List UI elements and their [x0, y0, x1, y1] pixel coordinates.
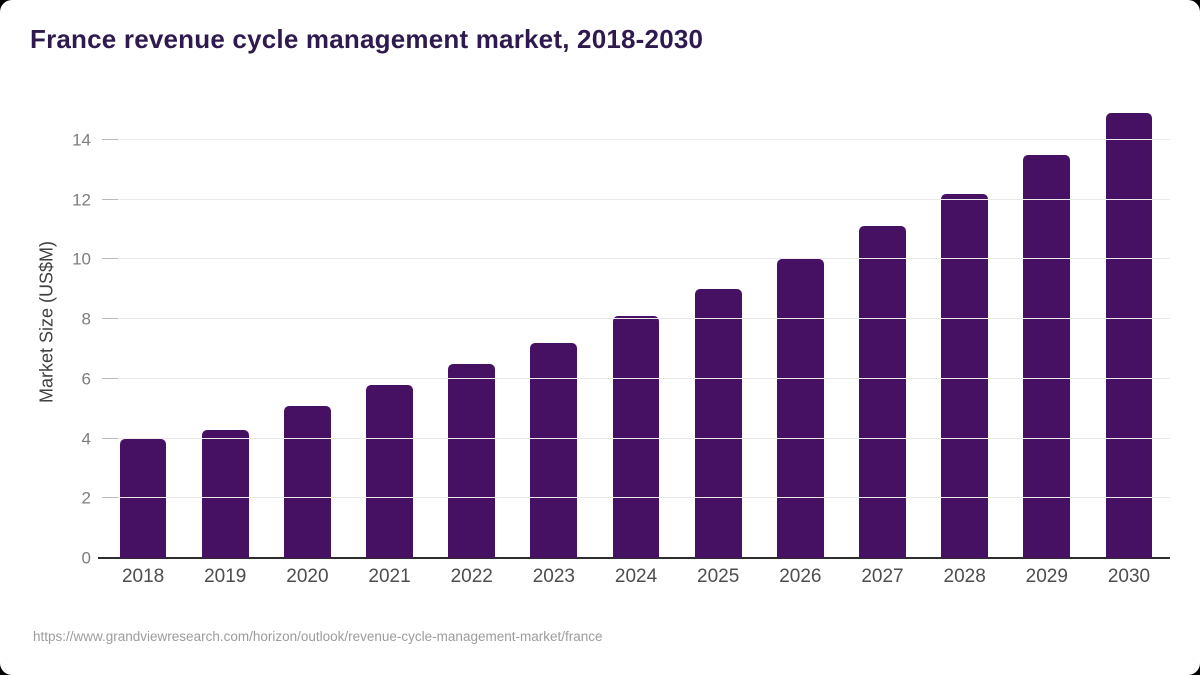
bar-column-2022	[431, 98, 513, 558]
x-tick-label-2021: 2021	[368, 566, 411, 587]
gridline-2	[102, 497, 1170, 499]
bar-2027	[859, 226, 906, 558]
x-tick-label-2020: 2020	[286, 566, 329, 587]
bar-2025	[694, 289, 742, 558]
bar-column-2029	[1006, 98, 1088, 558]
bar-2024	[612, 316, 660, 558]
x-tick-label-2030: 2030	[1107, 566, 1151, 587]
chart-title: France revenue cycle management market, …	[30, 24, 704, 54]
x-tick-label-2022: 2022	[450, 566, 493, 587]
x-tick-label-2018: 2018	[121, 566, 165, 587]
x-tick-label-2024: 2024	[614, 566, 658, 587]
x-axis-line	[98, 557, 1170, 559]
plot-area: 0 2 4 6 8 10 12 14	[72, 98, 1170, 567]
gridline-14	[102, 138, 1170, 140]
y-tick-mark	[102, 318, 118, 320]
y-tick-mark	[102, 258, 118, 260]
y-tick-mark	[102, 497, 118, 499]
bar-column-2024	[595, 98, 677, 558]
bar-2021	[366, 384, 413, 558]
x-tick-label-2025: 2025	[697, 566, 740, 587]
bar-2019	[201, 429, 249, 558]
gridline-8	[102, 318, 1170, 320]
x-axis-labels: 2018 2019 2020 2021 2022 2023 2024 2025 2026 2027…	[102, 566, 1170, 588]
bar-2029	[1023, 154, 1071, 558]
bar-column-2018	[102, 98, 184, 558]
y-tick-label-12: 12	[72, 190, 91, 210]
bar-column-2025	[677, 98, 759, 558]
x-tick-label-2027: 2027	[861, 566, 904, 587]
gridline-10	[102, 258, 1170, 260]
y-tick-label-2: 2	[81, 488, 91, 508]
bar-2028	[941, 193, 989, 558]
source-url: https://www.grandviewresearch.com/horizo…	[33, 629, 603, 644]
y-tick-label-14: 14	[72, 130, 91, 150]
y-tick-mark	[102, 377, 118, 379]
y-tick-mark	[102, 437, 118, 439]
y-tick-label-4: 4	[81, 429, 91, 449]
x-tick-label-2019: 2019	[204, 566, 247, 587]
y-axis-title: Market Size (US$M)	[36, 240, 57, 404]
bar-2020	[283, 405, 331, 558]
bar-column-2020	[266, 98, 348, 558]
bar-2023	[530, 342, 578, 558]
bar-column-2021	[348, 98, 430, 558]
bars-row	[102, 98, 1170, 558]
bar-2026	[776, 259, 824, 558]
x-tick-label-2029: 2029	[1025, 566, 1068, 587]
bar-column-2027	[841, 98, 923, 558]
y-tick-label-10: 10	[72, 249, 91, 269]
bar-2022	[448, 363, 496, 558]
y-tick-mark	[102, 198, 118, 200]
bar-column-2019	[184, 98, 266, 558]
y-tick-label-6: 6	[81, 369, 91, 389]
gridline-4	[102, 437, 1170, 439]
bar-column-2023	[513, 98, 595, 558]
gridline-6	[102, 377, 1170, 379]
gridline-12	[102, 198, 1170, 200]
y-tick-mark	[102, 138, 118, 140]
x-tick-label-2028: 2028	[943, 566, 986, 587]
x-tick-label-2023: 2023	[532, 566, 575, 587]
bar-2018	[119, 438, 167, 558]
y-tick-label-8: 8	[81, 309, 91, 329]
bar-column-2030	[1088, 98, 1170, 558]
bar-2030	[1105, 112, 1153, 558]
bar-column-2028	[924, 98, 1006, 558]
x-tick-label-2026: 2026	[779, 566, 822, 587]
bar-column-2026	[759, 98, 841, 558]
y-tick-label-0: 0	[81, 548, 91, 568]
